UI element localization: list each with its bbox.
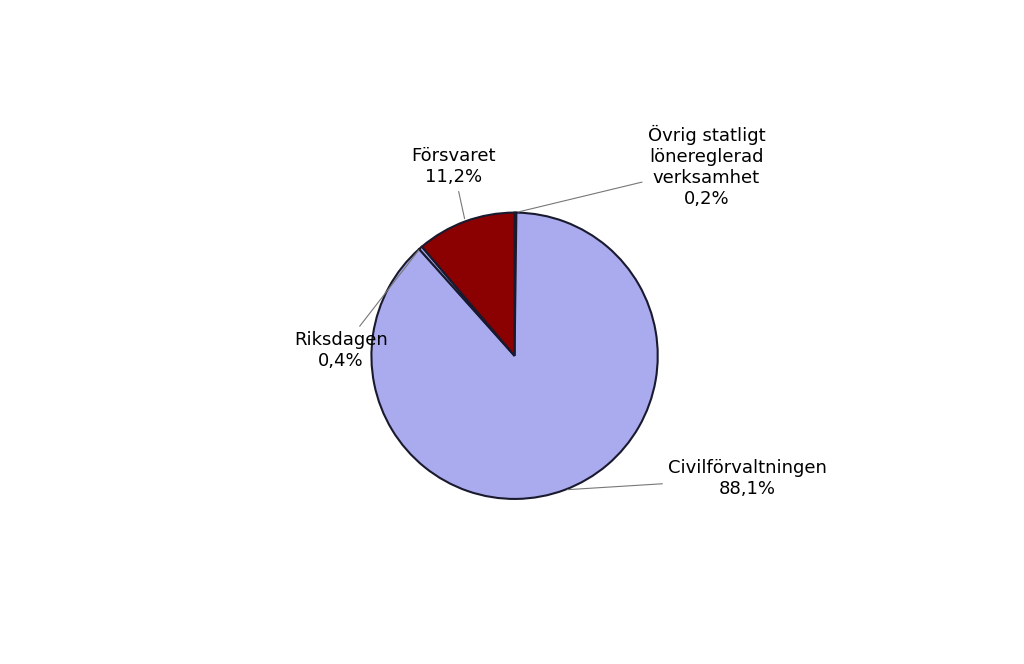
Wedge shape xyxy=(372,212,657,499)
Wedge shape xyxy=(422,212,515,356)
Wedge shape xyxy=(515,212,516,356)
Text: Civilförvaltningen
88,1%: Civilförvaltningen 88,1% xyxy=(567,459,826,498)
Text: Övrig statligt
lönereglerad
verksamhet
0,2%: Övrig statligt lönereglerad verksamhet 0… xyxy=(518,125,765,212)
Wedge shape xyxy=(419,247,515,356)
Text: Försvaret
11,2%: Försvaret 11,2% xyxy=(411,147,496,218)
Text: Riksdagen
0,4%: Riksdagen 0,4% xyxy=(294,250,419,370)
